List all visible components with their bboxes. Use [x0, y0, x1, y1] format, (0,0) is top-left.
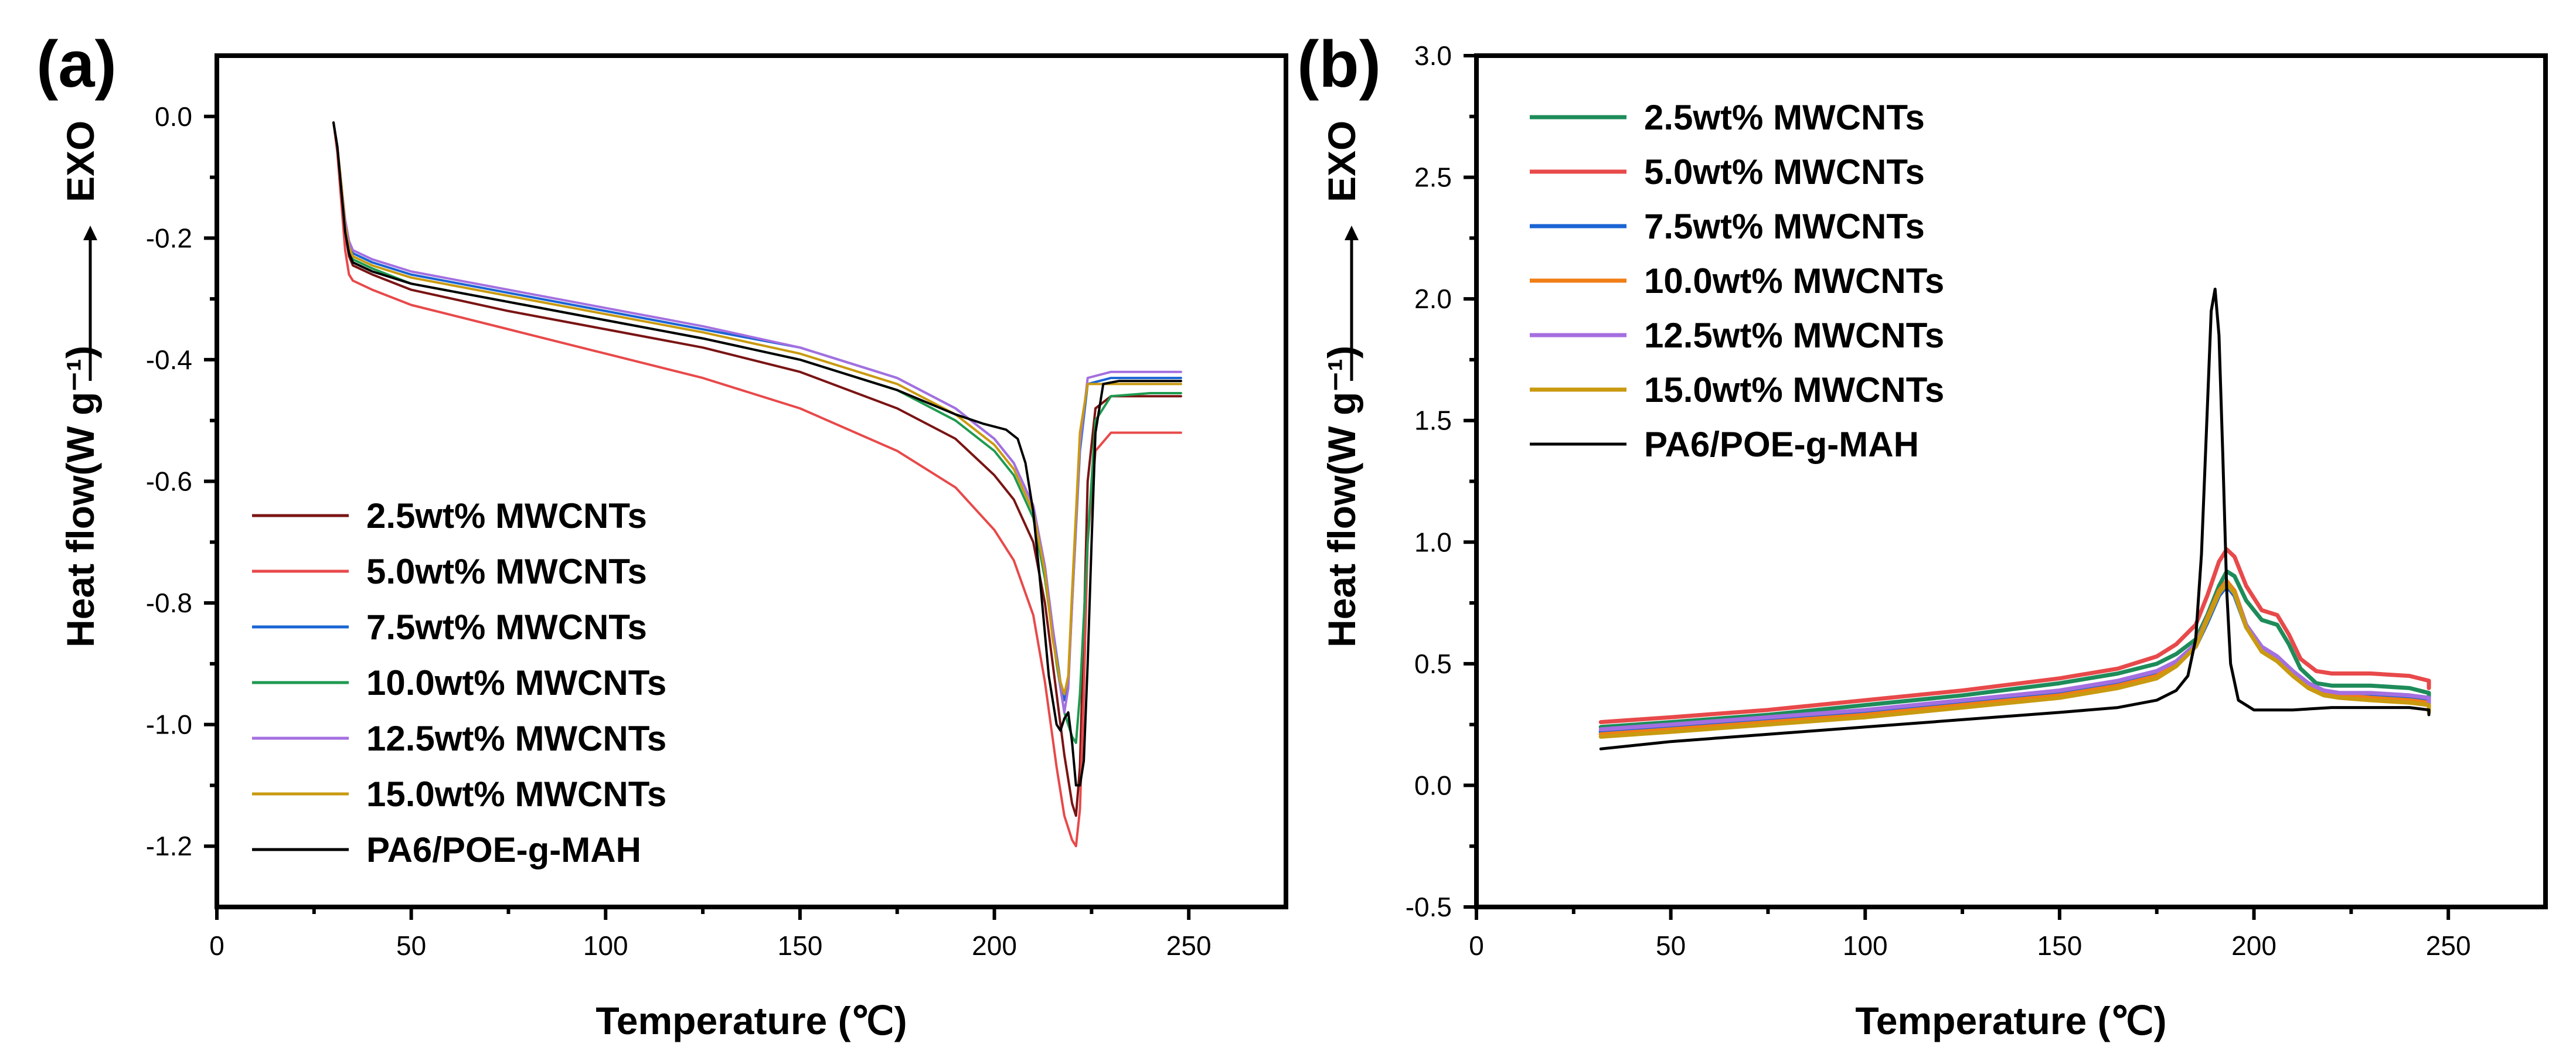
panel-a-exo-arrow-icon: [83, 226, 97, 240]
panel-b-x-axis: 0 50 100 150 200 250: [1469, 907, 2471, 961]
panel-b-x-axis-title: Temperature (℃): [1855, 999, 2166, 1042]
panel-b-x-tick-label: 100: [1843, 930, 1888, 961]
panel-a-x-axis-title: Temperature (℃): [595, 999, 907, 1042]
panel-b-series-group: [1598, 288, 2431, 751]
panel-a-y-axis-title: Heat flow(W g⁻¹): [59, 346, 102, 647]
panel-b-exo-arrow-icon: [1345, 226, 1359, 240]
panel-b-plot-frame: [1474, 53, 2548, 909]
panel-a-legend-label: 10.0wt% MWCNTs: [366, 663, 666, 702]
panel-b-legend-label: 5.0wt% MWCNTs: [1644, 152, 1925, 192]
panel-b-series-line: [1599, 288, 2431, 751]
panel-a-x-tick-label: 200: [972, 930, 1017, 961]
panel-a-x-tick-label: 100: [583, 930, 628, 961]
panel-b-exo-label: EXO: [1320, 121, 1363, 202]
panel-b-x-tick-label: 250: [2426, 930, 2471, 961]
panel-b-y-tick-label: 1.5: [1414, 405, 1452, 436]
panel-b-y-tick-label: 2.0: [1414, 284, 1452, 314]
panel-b-y-tick-label: -0.5: [1406, 892, 1452, 922]
panel-a-y-tick-label: -0.4: [146, 345, 192, 375]
panel-a: (a) 0 50 100 150 200 250 0.0 -0.2 -0.4 -0.6 -0.8 -…: [36, 28, 1288, 1042]
panel-a-x-tick-label: 50: [396, 930, 426, 961]
panel-a-label: (a): [36, 28, 117, 101]
panel-b-x-tick-label: 0: [1469, 930, 1484, 961]
panel-b-y-tick-label: 2.5: [1414, 162, 1452, 193]
panel-b-x-tick-label: 150: [2037, 930, 2082, 961]
panel-a-legend-label: 5.0wt% MWCNTs: [366, 552, 647, 591]
panel-a-x-tick-label: 250: [1166, 930, 1212, 961]
panel-b-legend-label: 2.5wt% MWCNTs: [1644, 98, 1925, 137]
panel-a-y-tick-label: -0.2: [146, 223, 192, 253]
panel-b-legend-label: 10.0wt% MWCNTs: [1644, 261, 1944, 301]
panel-b-legend-label: PA6/POE-g-MAH: [1644, 425, 1919, 464]
panel-b-y-tick-label: 0.0: [1414, 770, 1452, 800]
panel-a-series-line: [332, 121, 1182, 848]
panel-b-y-axis-title: Heat flow(W g⁻¹): [1320, 346, 1363, 647]
panel-a-legend-label: 2.5wt% MWCNTs: [366, 496, 647, 536]
panel-a-legend: 2.5wt% MWCNTs 5.0wt% MWCNTs 7.5wt% MWCNTs 1…: [252, 496, 666, 869]
panel-b-legend-label: 12.5wt% MWCNTs: [1644, 316, 1944, 355]
panel-a-y-axis: 0.0 -0.2 -0.4 -0.6 -0.8 -1.0 -1.2: [146, 101, 217, 861]
panel-a-series-line: [332, 121, 1182, 787]
panel-a-y-tick-label: -1.0: [146, 710, 192, 740]
panel-a-y-tick-label: -1.2: [146, 831, 192, 861]
panel-b-y-tick-label: 3.0: [1414, 40, 1452, 71]
panel-b-x-tick-label: 50: [1656, 930, 1686, 961]
panel-a-x-axis: 0 50 100 150 200 250: [209, 907, 1212, 961]
panel-a-y-tick-label: 0.0: [155, 101, 192, 132]
panel-a-x-tick-label: 0: [209, 930, 224, 961]
panel-a-legend-label: 15.0wt% MWCNTs: [366, 775, 666, 814]
panel-b-y-tick-label: 0.5: [1414, 649, 1452, 679]
panel-a-exo-label: EXO: [59, 121, 102, 202]
panel-b-series-line: [1598, 581, 2431, 732]
panel-a-x-tick-label: 150: [778, 930, 823, 961]
panel-a-series-line: [332, 121, 1182, 744]
panel-b: (b) 0 50 100 150 200 250 -0.5 0.0 0.5 1.0 1.5 2.0 2…: [1297, 28, 2548, 1042]
panel-a-legend-label: 12.5wt% MWCNTs: [366, 719, 666, 758]
panel-a-y-tick-label: -0.6: [146, 466, 192, 497]
panel-a-series-group: [332, 121, 1182, 848]
panel-b-legend-label: 7.5wt% MWCNTs: [1644, 207, 1925, 246]
panel-b-y-axis: -0.5 0.0 0.5 1.0 1.5 2.0 2.5 3.0: [1406, 40, 1476, 922]
panel-b-legend: 2.5wt% MWCNTs 5.0wt% MWCNTs 7.5wt% MWCNTs 1…: [1530, 98, 1944, 464]
panel-a-legend-label: PA6/POE-g-MAH: [366, 830, 641, 869]
panel-b-legend-label: 15.0wt% MWCNTs: [1644, 370, 1944, 410]
panel-a-legend-label: 7.5wt% MWCNTs: [366, 608, 647, 647]
panel-b-x-tick-label: 200: [2231, 930, 2276, 961]
panel-a-y-tick-label: -0.8: [146, 588, 192, 618]
panel-b-label: (b): [1297, 28, 1381, 101]
panel-a-series-line: [332, 121, 1182, 695]
panel-b-y-tick-label: 1.0: [1414, 527, 1452, 557]
